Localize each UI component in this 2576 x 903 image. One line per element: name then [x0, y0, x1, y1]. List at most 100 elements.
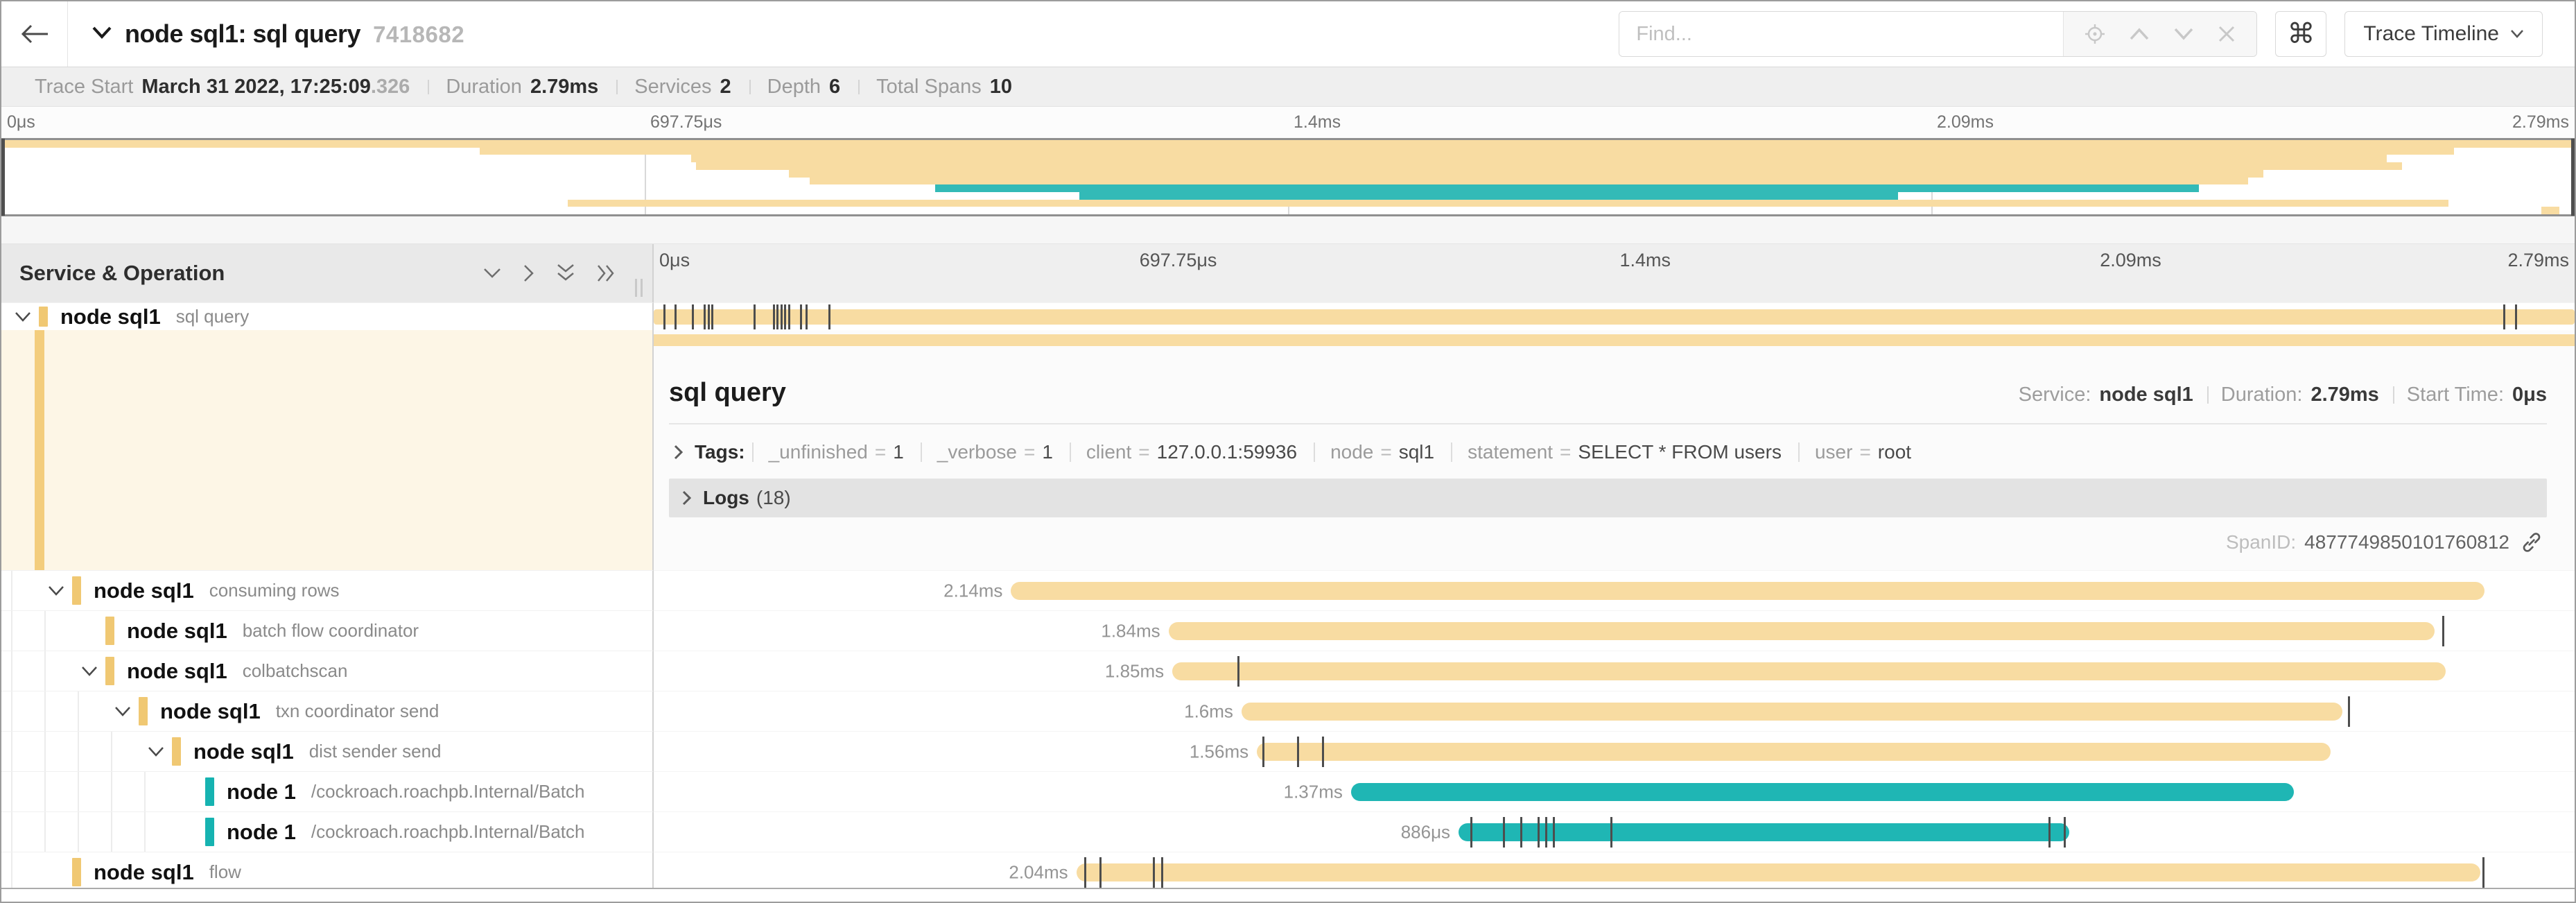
span-row[interactable]: node sql1 consuming rows 2.14ms [1, 570, 2575, 610]
service-color-stripe [139, 696, 148, 726]
deep-link-icon[interactable] [2521, 531, 2543, 553]
operation-name: flow [209, 861, 241, 882]
indent-guide [78, 812, 79, 852]
service-name: node sql1 [94, 578, 194, 603]
span-row[interactable]: node 1/cockroach.roachpb.Internal/Batch … [1, 771, 2575, 811]
span-row[interactable]: node sql1 batch flow coordinator 1.84ms [1, 610, 2575, 651]
tag-key: node [1330, 441, 1374, 463]
service-color-stripe [72, 857, 81, 887]
span-bar-cell[interactable]: 1.56ms [654, 731, 2575, 771]
span-duration-label: 886μs [1400, 821, 1451, 842]
span-bar-cell[interactable]: 2.04ms [654, 852, 2575, 888]
tag-key: _unfinished [768, 441, 868, 463]
span-bar-cell[interactable]: 1.85ms [654, 651, 2575, 691]
span-row[interactable]: node sql1 sql query [1, 302, 2575, 330]
view-dropdown-button[interactable]: Trace Timeline [2344, 11, 2543, 57]
span-bar-cell[interactable]: 886μs [654, 811, 2575, 852]
minimap-span-row [1, 162, 2575, 170]
service-color-stripe [205, 777, 214, 807]
span-name-cell[interactable]: node sql1 batch flow coordinator [1, 610, 654, 651]
minimap-span-bar [1, 140, 2575, 148]
tag-equals: = [1560, 441, 1572, 463]
back-button[interactable] [1, 1, 68, 67]
span-row[interactable]: node sql1 colbatchscan 1.85ms [1, 651, 2575, 691]
tags-row[interactable]: Tags: _unfinished = 1 _verbose = 1 client = 127.… [669, 424, 2547, 479]
minimap-canvas[interactable] [1, 138, 2575, 216]
expand-all-icon[interactable] [596, 264, 617, 283]
collapse-all-icon[interactable] [556, 263, 575, 284]
log-marker-tick [1520, 816, 1522, 848]
span-duration-bar[interactable] [1350, 782, 2295, 801]
service-color-stripe [39, 307, 48, 327]
duration-label: Duration: [2220, 384, 2303, 406]
duration-value: 2.79ms [2310, 384, 2379, 406]
span-duration-bar[interactable] [654, 309, 2575, 325]
expand-collapse-chevron-icon[interactable] [107, 706, 139, 717]
logs-strip[interactable]: Logs (18) [669, 479, 2547, 517]
minimap-span-bar [935, 184, 2200, 192]
tag-value: 1 [1042, 441, 1053, 463]
collapse-one-icon[interactable] [482, 267, 502, 280]
minimap-drag-handle-left[interactable] [1, 139, 5, 216]
service-color-stripe [72, 576, 81, 605]
expand-collapse-chevron-icon[interactable] [73, 666, 105, 677]
indent-guide [111, 732, 112, 771]
span-name-cell[interactable]: node sql1 colbatchscan [1, 651, 654, 691]
span-bar-cell[interactable]: 1.6ms [654, 691, 2575, 731]
span-row[interactable]: node sql1 dist sender send 1.56ms [1, 731, 2575, 771]
service-color-stripe [35, 330, 44, 570]
minimap-span-bar [696, 162, 2403, 170]
span-name-cell[interactable]: node sql1 txn coordinator send [1, 691, 654, 731]
span-duration-bar[interactable] [1257, 742, 2331, 761]
expand-one-icon[interactable] [523, 264, 535, 283]
keyboard-shortcuts-button[interactable]: ⌘ [2275, 11, 2327, 57]
expand-collapse-chevron-icon[interactable] [7, 311, 39, 322]
span-duration-bar[interactable] [1241, 702, 2342, 721]
span-bar-cell[interactable]: 2.14ms [654, 570, 2575, 610]
span-row[interactable]: node 1/cockroach.roachpb.Internal/Batch … [1, 811, 2575, 852]
span-bar-cell[interactable] [654, 302, 2575, 330]
indent-guide [11, 812, 12, 852]
timeline-grid: Service & Operation [1, 244, 2575, 889]
minimap-span-bar [2541, 207, 2559, 215]
focus-target-icon[interactable] [2085, 24, 2105, 44]
span-duration-bar[interactable] [1172, 662, 2446, 680]
span-row[interactable]: node sql1 txn coordinator send 1.6ms [1, 691, 2575, 731]
trace-meta-item: Duration 2.79ms [428, 76, 616, 98]
next-match-icon[interactable] [2173, 27, 2194, 41]
chevron-right-icon [681, 490, 692, 506]
minimap-drag-handle-right[interactable] [2571, 139, 2575, 216]
span-row[interactable]: node sql1 flow 2.04ms [1, 852, 2575, 888]
span-name-cell[interactable]: node sql1 consuming rows [1, 570, 654, 610]
ruler-label: 0μs [7, 112, 35, 132]
operation-name: batch flow coordinator [242, 620, 419, 641]
prev-match-icon[interactable] [2129, 27, 2150, 41]
span-bar-cell[interactable]: 1.37ms [654, 771, 2575, 811]
log-marker-tick [2442, 615, 2444, 646]
log-marker-tick [1153, 857, 1156, 888]
column-resizer-grip[interactable] [635, 279, 643, 297]
log-marker-tick [711, 304, 714, 329]
log-marker-tick [772, 304, 775, 329]
span-bar-cell[interactable]: 1.84ms [654, 610, 2575, 651]
spanid-label: SpanID: [2225, 531, 2297, 553]
span-name-cell[interactable]: node 1/cockroach.roachpb.Internal/Batch [1, 811, 654, 852]
span-name-cell[interactable]: node sql1 flow [1, 852, 654, 888]
minimap-span-row [1, 140, 2575, 148]
span-duration-bar[interactable] [1011, 581, 2484, 600]
span-name-cell[interactable]: node sql1 sql query [1, 302, 654, 330]
clear-find-icon[interactable] [2218, 25, 2236, 43]
minimap-rows [1, 140, 2575, 215]
span-name-cell[interactable]: node sql1 dist sender send [1, 731, 654, 771]
find-input[interactable] [1619, 12, 2064, 56]
chevron-down-icon[interactable] [92, 26, 112, 43]
trace-meta-item: Trace Start March 31 2022, 17:25:09.326 [17, 76, 428, 98]
span-name-cell[interactable]: node 1/cockroach.roachpb.Internal/Batch [1, 771, 654, 811]
span-duration-bar[interactable] [1459, 823, 2070, 841]
span-duration-bar[interactable] [1076, 863, 2481, 882]
expand-collapse-chevron-icon[interactable] [140, 746, 172, 757]
span-duration-bar[interactable] [1168, 621, 2435, 640]
minimap-span-bar [1079, 191, 1898, 200]
expand-collapse-chevron-icon[interactable] [40, 585, 72, 596]
